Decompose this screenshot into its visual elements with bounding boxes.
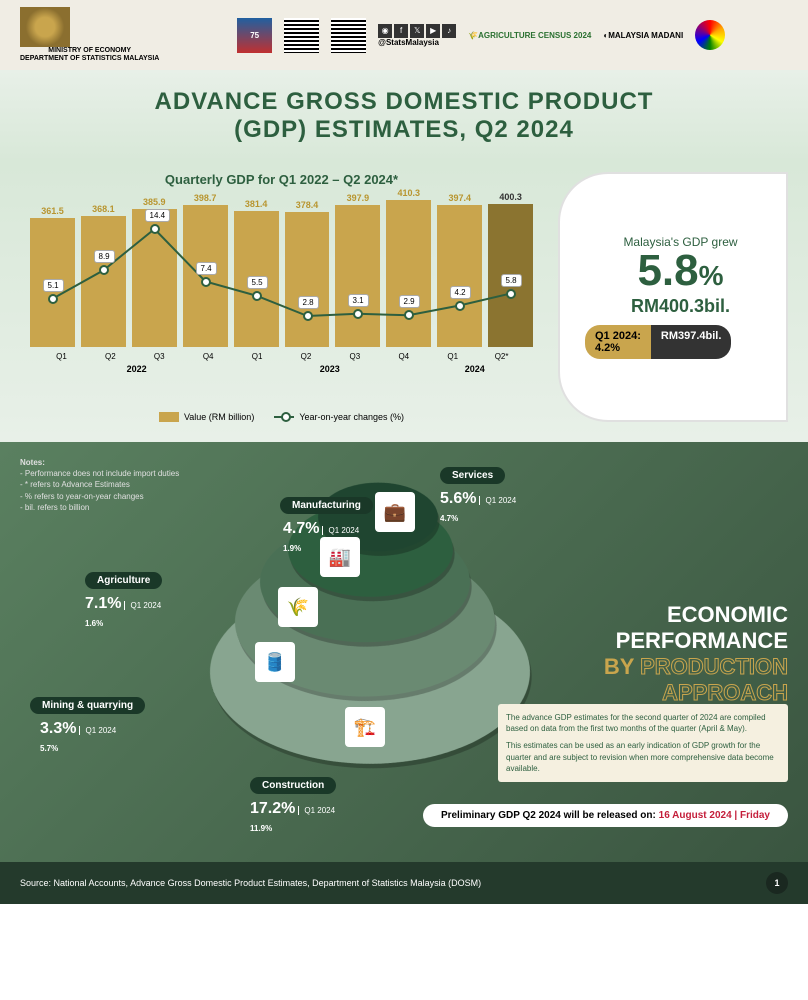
chart-panel: Quarterly GDP for Q1 2022 – Q2 2024* 361… [20,172,543,422]
release-date-box: Preliminary GDP Q2 2024 will be released… [423,804,788,827]
header-bar: MINISTRY OF ECONOMY DEPARTMENT OF STATIS… [0,0,808,70]
instagram-icon: ◉ [378,24,392,38]
footer: Source: National Accounts, Advance Gross… [0,862,808,904]
qr-icon [331,18,366,53]
manufacturing-badge: Manufacturing [280,497,373,514]
construction-badge: Construction [250,777,336,794]
chart-subtitle: Quarterly GDP for Q1 2022 – Q2 2024* [20,172,543,187]
mining-pct: 3.3%Q1 20245.7% [40,720,116,756]
agriculture-icon: 🌾 [278,587,318,627]
stats-handle: @StatsMalaysia [378,38,456,47]
bar-line-chart: 361.5368.1385.9398.7381.4378.4397.9410.3… [20,197,543,397]
x-icon: 𝕏 [410,24,424,38]
prev-q-label: Q1 2024:4.2% [585,325,651,359]
agri-census-logo: 🌾AGRICULTURE CENSUS 2024 [468,18,591,53]
gdp-amount: RM400.3bil. [585,296,776,317]
legend-yoy: Year-on-year changes (%) [274,412,404,422]
dosm-75-logo: 75 [237,18,272,53]
sdg-icon [695,20,725,50]
services-icon: 💼 [375,492,415,532]
madani-logo: ◐ MALAYSIA MADANI [603,18,683,53]
ministry-block: MINISTRY OF ECONOMY DEPARTMENT OF STATIS… [20,7,159,64]
manufacturing-pct: 4.7%Q1 20241.9% [283,520,359,556]
crest-icon [20,7,70,47]
services-pct: 5.6%Q1 20244.7% [440,490,516,526]
qr-icon [284,18,319,53]
construction-pct: 17.2%Q1 202411.9% [250,800,335,836]
prev-quarter-box: Q1 2024:4.2% RM397.4bil. [585,325,776,359]
chart-legend: Value (RM billion) Year-on-year changes … [20,412,543,422]
page-number: 1 [766,872,788,894]
main-title: ADVANCE GROSS DOMESTIC PRODUCT (GDP) EST… [18,88,790,144]
mining-badge: Mining & quarrying [30,697,145,714]
gdp-percent: 5.8% [585,249,776,293]
agriculture-badge: Agriculture [85,572,162,589]
source-text: Source: National Accounts, Advance Gross… [20,878,481,888]
tiktok-icon: ♪ [442,24,456,38]
construction-icon: 🏗️ [345,707,385,747]
sector-section: Notes: - Performance does not include im… [0,442,808,862]
title-section: ADVANCE GROSS DOMESTIC PRODUCT (GDP) EST… [0,70,808,162]
disclaimer-box: The advance GDP estimates for the second… [498,704,788,782]
agriculture-pct: 7.1%Q1 20241.6% [85,595,161,631]
chart-section: Quarterly GDP for Q1 2022 – Q2 2024* 361… [0,162,808,442]
notes-title: Notes: [20,457,788,468]
legend-value: Value (RM billion) [159,412,254,422]
social-block: ◉ f 𝕏 ▶ ♪ @StatsMalaysia [378,24,456,47]
youtube-icon: ▶ [426,24,440,38]
services-badge: Services [440,467,505,484]
highlight-panel: Malaysia's GDP grew 5.8% RM400.3bil. Q1 … [558,172,788,422]
logo-bar: 75 ◉ f 𝕏 ▶ ♪ @StatsMalaysia 🌾AGRICULTURE… [174,18,788,53]
prev-q-value: RM397.4bil. [651,325,732,359]
ministry-text: MINISTRY OF ECONOMY DEPARTMENT OF STATIS… [20,47,159,64]
mining-icon: 🛢️ [255,642,295,682]
facebook-icon: f [394,24,408,38]
